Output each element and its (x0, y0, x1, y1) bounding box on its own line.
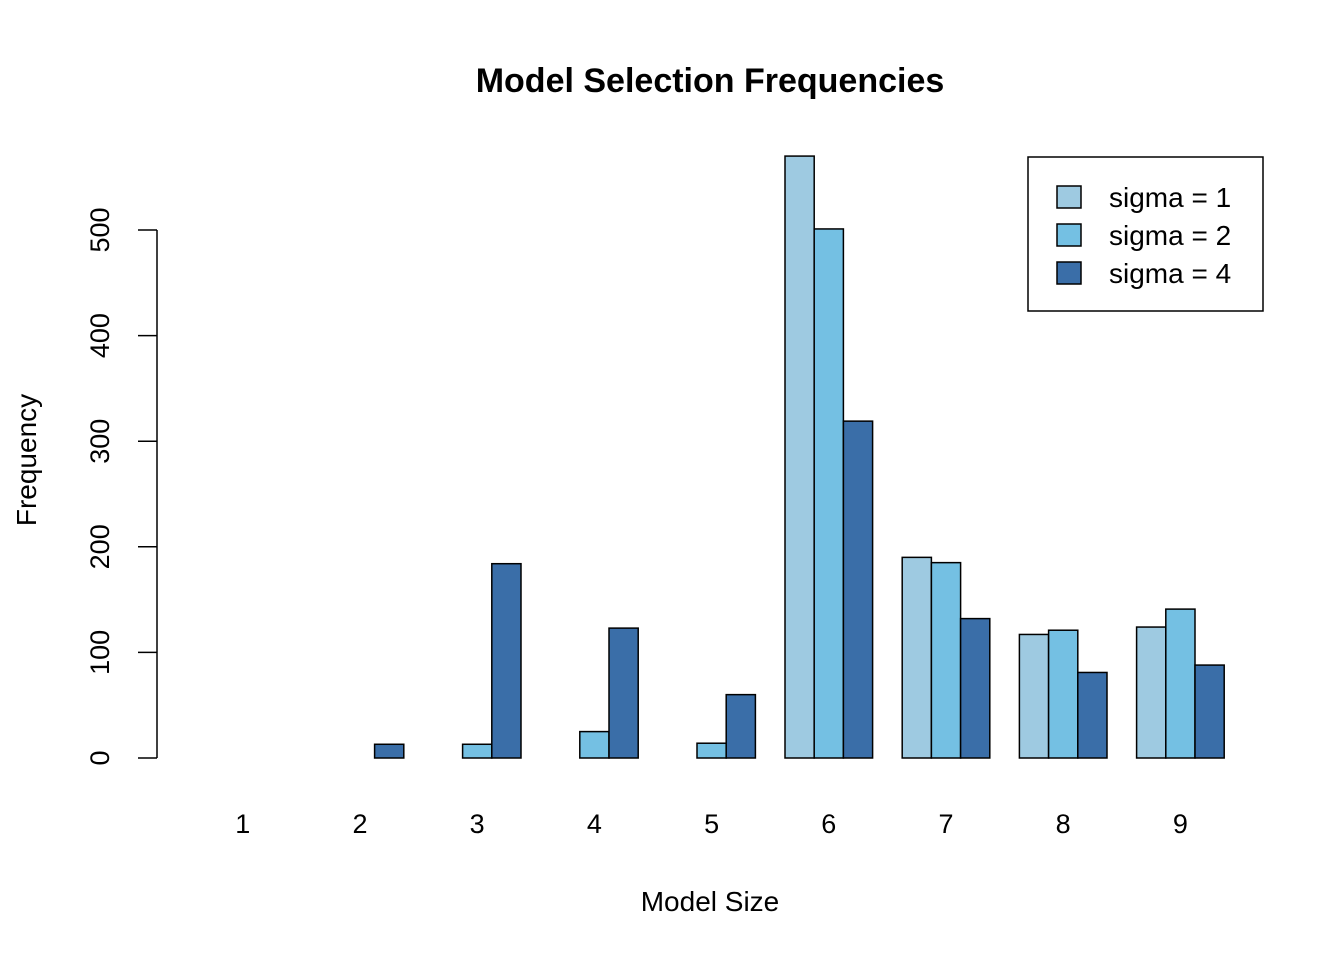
x-tick-label: 1 (235, 809, 250, 839)
bar (813, 228, 845, 759)
legend-label: sigma = 1 (1109, 182, 1231, 213)
x-tick-label: 2 (352, 809, 367, 839)
y-tick-label: 400 (85, 313, 115, 358)
bar (1077, 671, 1108, 759)
bar (461, 743, 493, 759)
bar (842, 420, 874, 759)
y-tick-label: 0 (85, 750, 115, 765)
bar (784, 155, 815, 759)
x-tick-label: 9 (1173, 809, 1188, 839)
bar (696, 742, 727, 759)
legend-label: sigma = 2 (1109, 220, 1231, 251)
bar (1194, 664, 1225, 759)
chart-title: Model Selection Frequencies (476, 62, 945, 100)
bar (725, 693, 757, 759)
bar (901, 556, 933, 759)
bar (930, 561, 962, 759)
y-tick-label: 300 (85, 419, 115, 464)
legend: sigma = 1 sigma = 2 sigma = 4 (1027, 156, 1264, 312)
legend-swatch (1056, 185, 1082, 209)
bars (373, 155, 1225, 759)
x-tick-label: 6 (821, 809, 836, 839)
legend-swatch (1056, 261, 1082, 285)
legend-label: sigma = 4 (1109, 258, 1231, 289)
x-tick-label: 4 (587, 809, 602, 839)
y-tick-label: 200 (85, 524, 115, 569)
bar (491, 562, 522, 759)
x-tick-label: 7 (938, 809, 953, 839)
bar (608, 627, 639, 759)
x-axis-label: Model Size (641, 886, 780, 917)
bar (959, 617, 991, 759)
x-tick-label: 5 (704, 809, 719, 839)
y-tick-label: 100 (85, 630, 115, 675)
bar (1047, 629, 1079, 759)
bar (1018, 633, 1050, 759)
y-tick-label: 500 (85, 207, 115, 252)
bar (1165, 608, 1196, 759)
bar (373, 743, 405, 759)
y-axis-label: Frequency (11, 394, 42, 526)
x-tick-label: 3 (470, 809, 485, 839)
x-tick-labels: 1 2 3 4 5 6 7 8 9 (235, 809, 1188, 839)
y-axis: 0 100 200 300 400 500 (85, 207, 158, 766)
bar (1135, 626, 1167, 759)
x-tick-label: 8 (1056, 809, 1071, 839)
bar (579, 730, 610, 759)
legend-swatch (1056, 223, 1082, 247)
